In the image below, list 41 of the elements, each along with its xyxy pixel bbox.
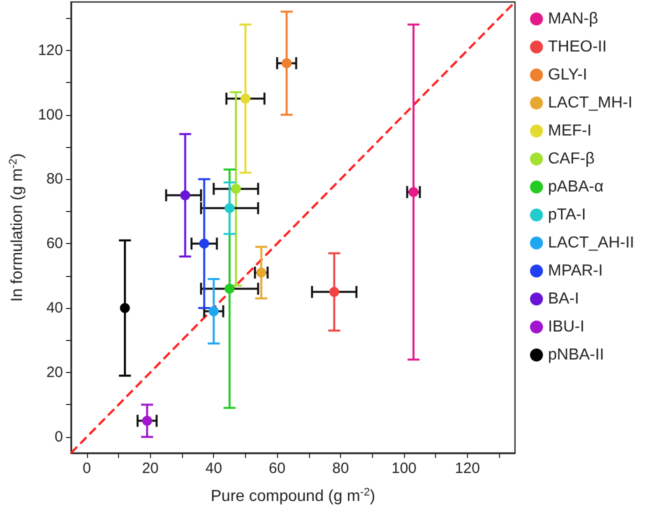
legend-label: LACT_MH-I [548,94,632,112]
point [224,284,235,294]
legend-label: BA-I [548,290,580,308]
point [282,58,292,68]
x-tick-label: 20 [142,460,159,477]
y-tick-label: 60 [46,235,63,252]
legend-label: CAF-β [548,150,595,168]
y-tick-label: 80 [46,170,63,188]
x-tick-label: 80 [332,460,349,477]
legend-label: MAN-β [548,10,598,28]
legend-label: MEF-I [548,122,592,140]
point [329,286,340,297]
legend-label: MPAR-I [548,262,603,280]
x-tick-label: 40 [205,460,222,477]
point [199,238,210,249]
x-tick-label: 100 [391,460,417,477]
legend-label: IBU-I [548,318,584,336]
y-tick-label: 20 [46,364,63,381]
x-tick-label: 60 [268,460,286,477]
point [230,184,241,194]
x-tick-label: 0 [82,460,92,477]
y-tick-label: 120 [38,42,63,59]
legend-label: GLY-I [548,66,588,84]
y-tick-label: 40 [46,300,63,317]
legend-label: pTA-I [548,206,586,224]
x-tick-label: 120 [454,460,480,477]
point [142,416,152,426]
point [224,203,235,214]
point [240,94,250,104]
y-tick-label: 0 [54,428,63,446]
point [408,187,419,198]
point [208,306,219,316]
point [120,303,130,314]
legend-label: LACT_AH-II [548,234,634,252]
legend-label: pABA-α [548,178,604,196]
point [256,268,266,278]
legend-label: THEO-II [548,38,607,56]
y-axis-title: In formulation (g m-2) [8,153,26,302]
legend-label: pNBA-II [548,346,604,364]
point [180,190,190,200]
y-tick-label: 100 [38,106,63,124]
